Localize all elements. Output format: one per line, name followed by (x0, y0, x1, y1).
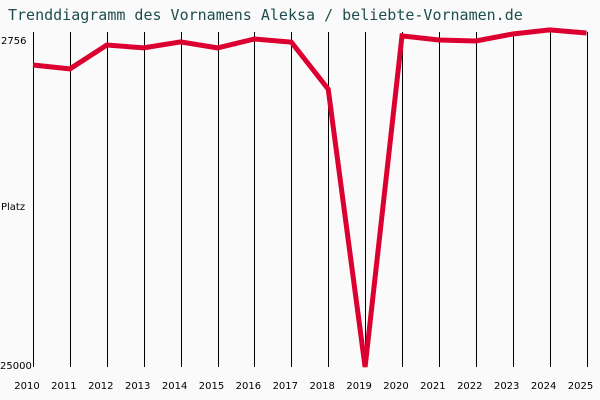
x-tick-label: 2023 (493, 381, 520, 392)
x-tick-label: 2013 (124, 381, 151, 392)
x-tick-label: 2015 (198, 381, 225, 392)
x-tick-label: 2011 (51, 381, 77, 392)
x-tick-label: 2017 (272, 381, 299, 392)
x-tick-label: 2022 (457, 381, 483, 392)
x-tick-label: 2020 (383, 381, 409, 392)
x-tick-label: 2018 (309, 381, 335, 392)
y-axis-bottom-label: 25000 (0, 361, 32, 372)
x-tick-label: 2021 (420, 381, 446, 392)
x-tick-label: 2012 (88, 381, 114, 392)
y-axis-title: Platz (1, 202, 26, 213)
x-tick-label: 2019 (346, 381, 372, 392)
x-tick-label: 2024 (530, 381, 557, 392)
chart-title: Trenddiagramm des Vornamens Aleksa / bel… (8, 6, 523, 24)
x-tick-label: 2016 (235, 381, 262, 392)
x-tick-label: 2014 (161, 381, 188, 392)
series-line-aleksa (32, 27, 587, 368)
x-tick-label: 2010 (14, 381, 40, 392)
y-axis-top-label: 2756 (1, 36, 27, 47)
x-tick-label: 2025 (567, 381, 594, 392)
